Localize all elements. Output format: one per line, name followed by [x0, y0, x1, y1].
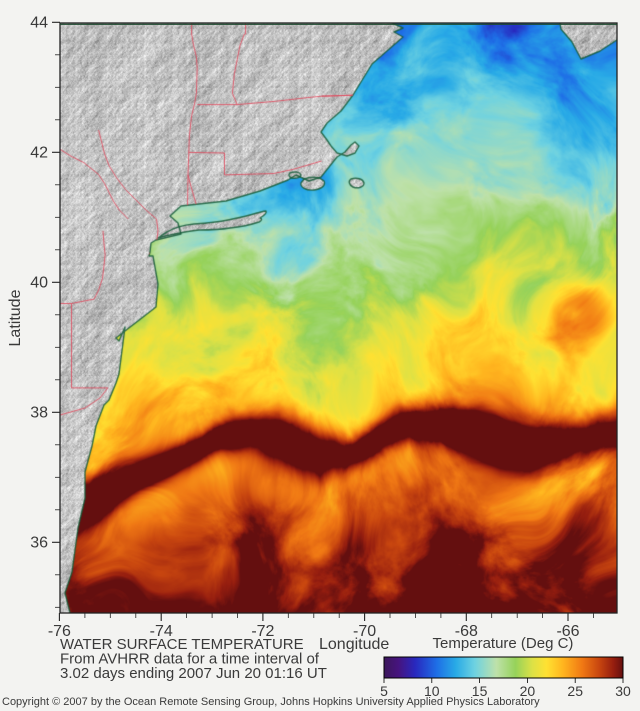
- svg-text:20: 20: [520, 683, 536, 699]
- svg-text:38: 38: [30, 405, 48, 422]
- svg-text:40: 40: [30, 275, 48, 292]
- svg-text:Latitude: Latitude: [7, 289, 24, 346]
- svg-text:44: 44: [30, 15, 48, 32]
- svg-text:36: 36: [30, 535, 48, 552]
- svg-text:25: 25: [567, 683, 583, 699]
- svg-text:Longitude: Longitude: [319, 636, 389, 653]
- svg-text:Temperature (Deg C): Temperature (Deg C): [433, 635, 574, 652]
- svg-text:42: 42: [30, 145, 48, 162]
- svg-text:3.02 days ending 2007 Jun 20 0: 3.02 days ending 2007 Jun 20 01:16 UT: [60, 665, 327, 682]
- svg-text:Copyright © 2007 by the Ocean: Copyright © 2007 by the Ocean Remote Sen…: [2, 696, 540, 708]
- svg-text:30: 30: [615, 683, 631, 699]
- svg-text:10: 10: [424, 683, 440, 699]
- svg-text:5: 5: [380, 683, 388, 699]
- svg-text:15: 15: [472, 683, 488, 699]
